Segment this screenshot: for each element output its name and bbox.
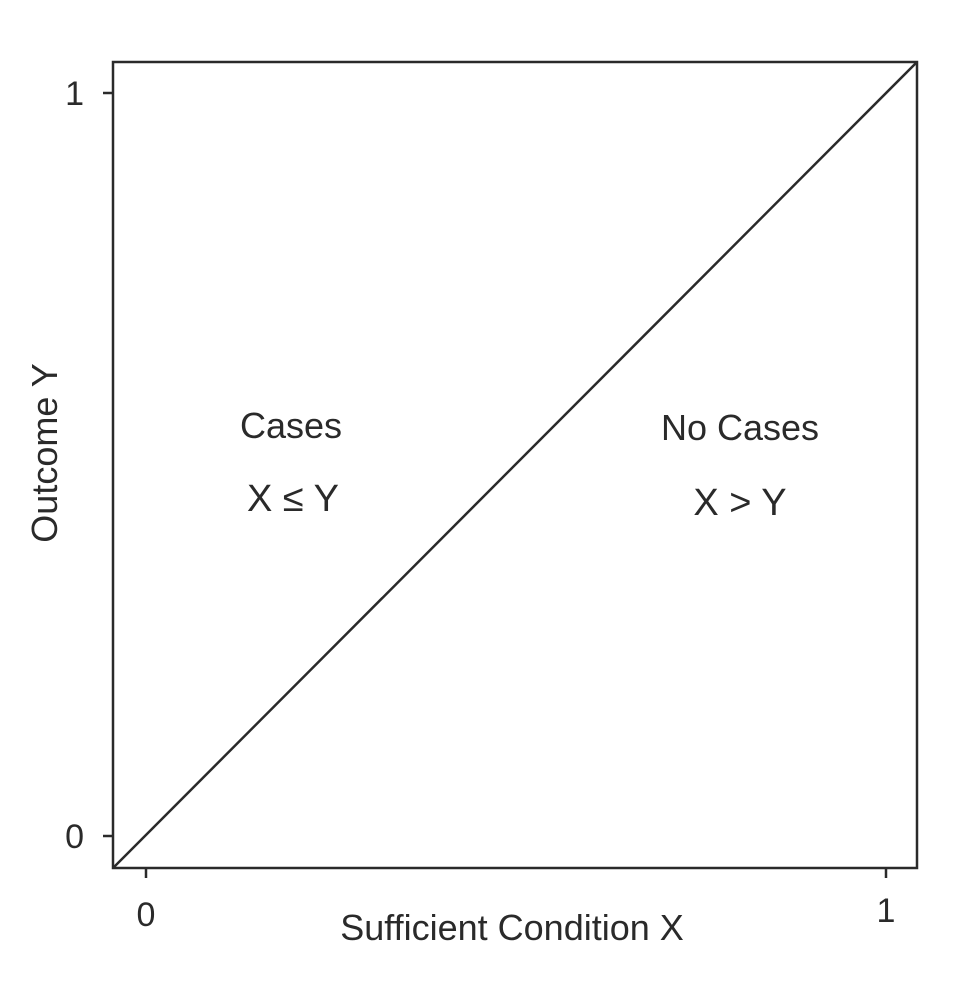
no-cases-region-label: No Cases: [661, 407, 819, 448]
y-tick-label-1: 1: [65, 75, 84, 113]
plot-frame: [111, 60, 919, 870]
y-axis-title: Outcome Y: [24, 363, 65, 542]
cases-region-expression: X ≤ Y: [247, 478, 339, 520]
y-tick-label-0: 0: [65, 818, 84, 856]
cases-region-label: Cases: [240, 405, 342, 446]
x-tick-label-0: 0: [137, 896, 156, 934]
diagonal-boundary-line: [112, 61, 918, 869]
x-tick-label-1: 1: [877, 892, 896, 930]
x-axis-title: Sufficient Condition X: [340, 907, 684, 948]
no-cases-region-expression: X > Y: [693, 482, 786, 524]
